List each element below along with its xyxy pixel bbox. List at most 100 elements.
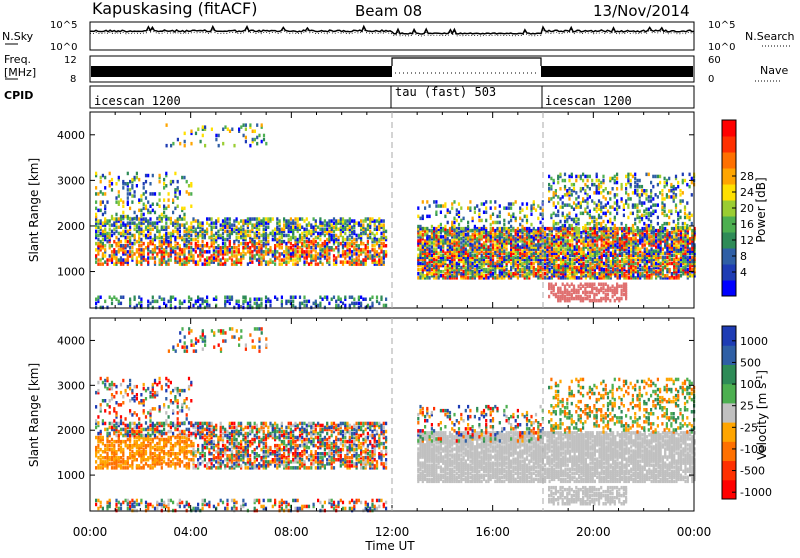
echo-cell [374,228,376,232]
echo-cell [127,196,129,200]
echo-cell [306,250,308,254]
echo-cell [447,229,449,233]
echo-cell [276,226,278,230]
echo-cell [566,214,568,218]
echo-cell [490,215,492,219]
echo-cell [544,276,546,280]
echo-cell [166,144,168,148]
echo-cell [619,237,621,241]
echo-cell [269,304,271,308]
echo-cell [485,206,487,210]
echo-cell [557,175,559,179]
echo-cell [594,239,596,243]
echo-cell [548,175,550,179]
echo-cell [308,244,310,248]
echo-cell [152,209,154,213]
echo-cell [438,225,440,229]
echo-cell [365,252,367,256]
echo-cell [438,235,440,239]
echo-cell [200,140,202,144]
echo-cell [324,223,326,227]
echo-cell [639,264,641,268]
echo-cell [324,306,326,310]
echo-cell [519,245,521,249]
echo-cell [179,306,181,310]
echo-cell [104,186,106,190]
echo-cell [204,262,206,266]
echo-cell [251,250,253,254]
echo-cell [524,266,526,270]
echo-cell [140,198,142,202]
echo-cell [540,221,542,225]
echo-cell [177,196,179,200]
echo-cell [607,264,609,268]
echo-cell [537,239,539,243]
echo-cell [573,183,575,187]
echo-cell [294,262,296,266]
echo-cell [242,242,244,246]
echo-cell [147,256,149,260]
echo-cell [136,230,138,234]
echo-cell [460,227,462,231]
echo-cell [168,258,170,262]
echo-cell [442,270,444,274]
echo-cell [510,266,512,270]
echo-cell [669,276,671,280]
echo-cell [156,221,158,225]
echo-cell [149,211,151,215]
echo-cell [582,187,584,191]
echo-cell [283,234,285,238]
echo-cell [515,229,517,233]
echo-cell [240,219,242,223]
echo-cell [319,232,321,236]
echo-cell [231,223,233,227]
echo-cell [331,223,333,227]
echo-cell [383,242,385,246]
echo-cell [589,239,591,243]
echo-cell [220,234,222,238]
echo-cell [152,174,154,178]
echo-cell [161,250,163,254]
echo-cell [689,247,691,251]
echo-cell [383,250,385,254]
echo-cell [111,254,113,258]
echo-cell [129,180,131,184]
echo-cell [97,258,99,262]
echo-cell [510,215,512,219]
echo-cell [623,254,625,258]
echo-cell [272,250,274,254]
echo-cell [344,256,346,260]
echo-cell [358,221,360,225]
echo-cell [129,192,131,196]
echo-cell [578,218,580,222]
echo-cell [463,227,465,231]
echo-cell [319,252,321,256]
echo-cell [131,242,133,246]
echo-cell [315,250,317,254]
echo-cell [192,254,194,258]
echo-cell [254,240,256,244]
echo-cell [265,142,267,146]
echo-cell [360,223,362,227]
echo-cell [274,262,276,266]
echo-cell [254,254,256,258]
echo-cell [328,260,330,264]
echo-cell [165,221,167,225]
echo-cell [161,298,163,302]
echo-cell [621,264,623,268]
echo-cell [383,223,385,227]
echo-cell [535,231,537,235]
echo-cell [263,217,265,221]
freq-panel: 12 8 60 0 [64,55,721,85]
echo-cell [346,223,348,227]
echo-cell [378,238,380,242]
echo-cell [596,210,598,214]
power-heatmap-cells [95,123,696,309]
echo-cell [233,250,235,254]
echo-cell [217,230,219,234]
echo-cell [263,134,265,138]
echo-cell [208,304,210,308]
echo-cell [163,211,165,215]
echo-cell [419,272,421,276]
echo-cell [453,229,455,233]
